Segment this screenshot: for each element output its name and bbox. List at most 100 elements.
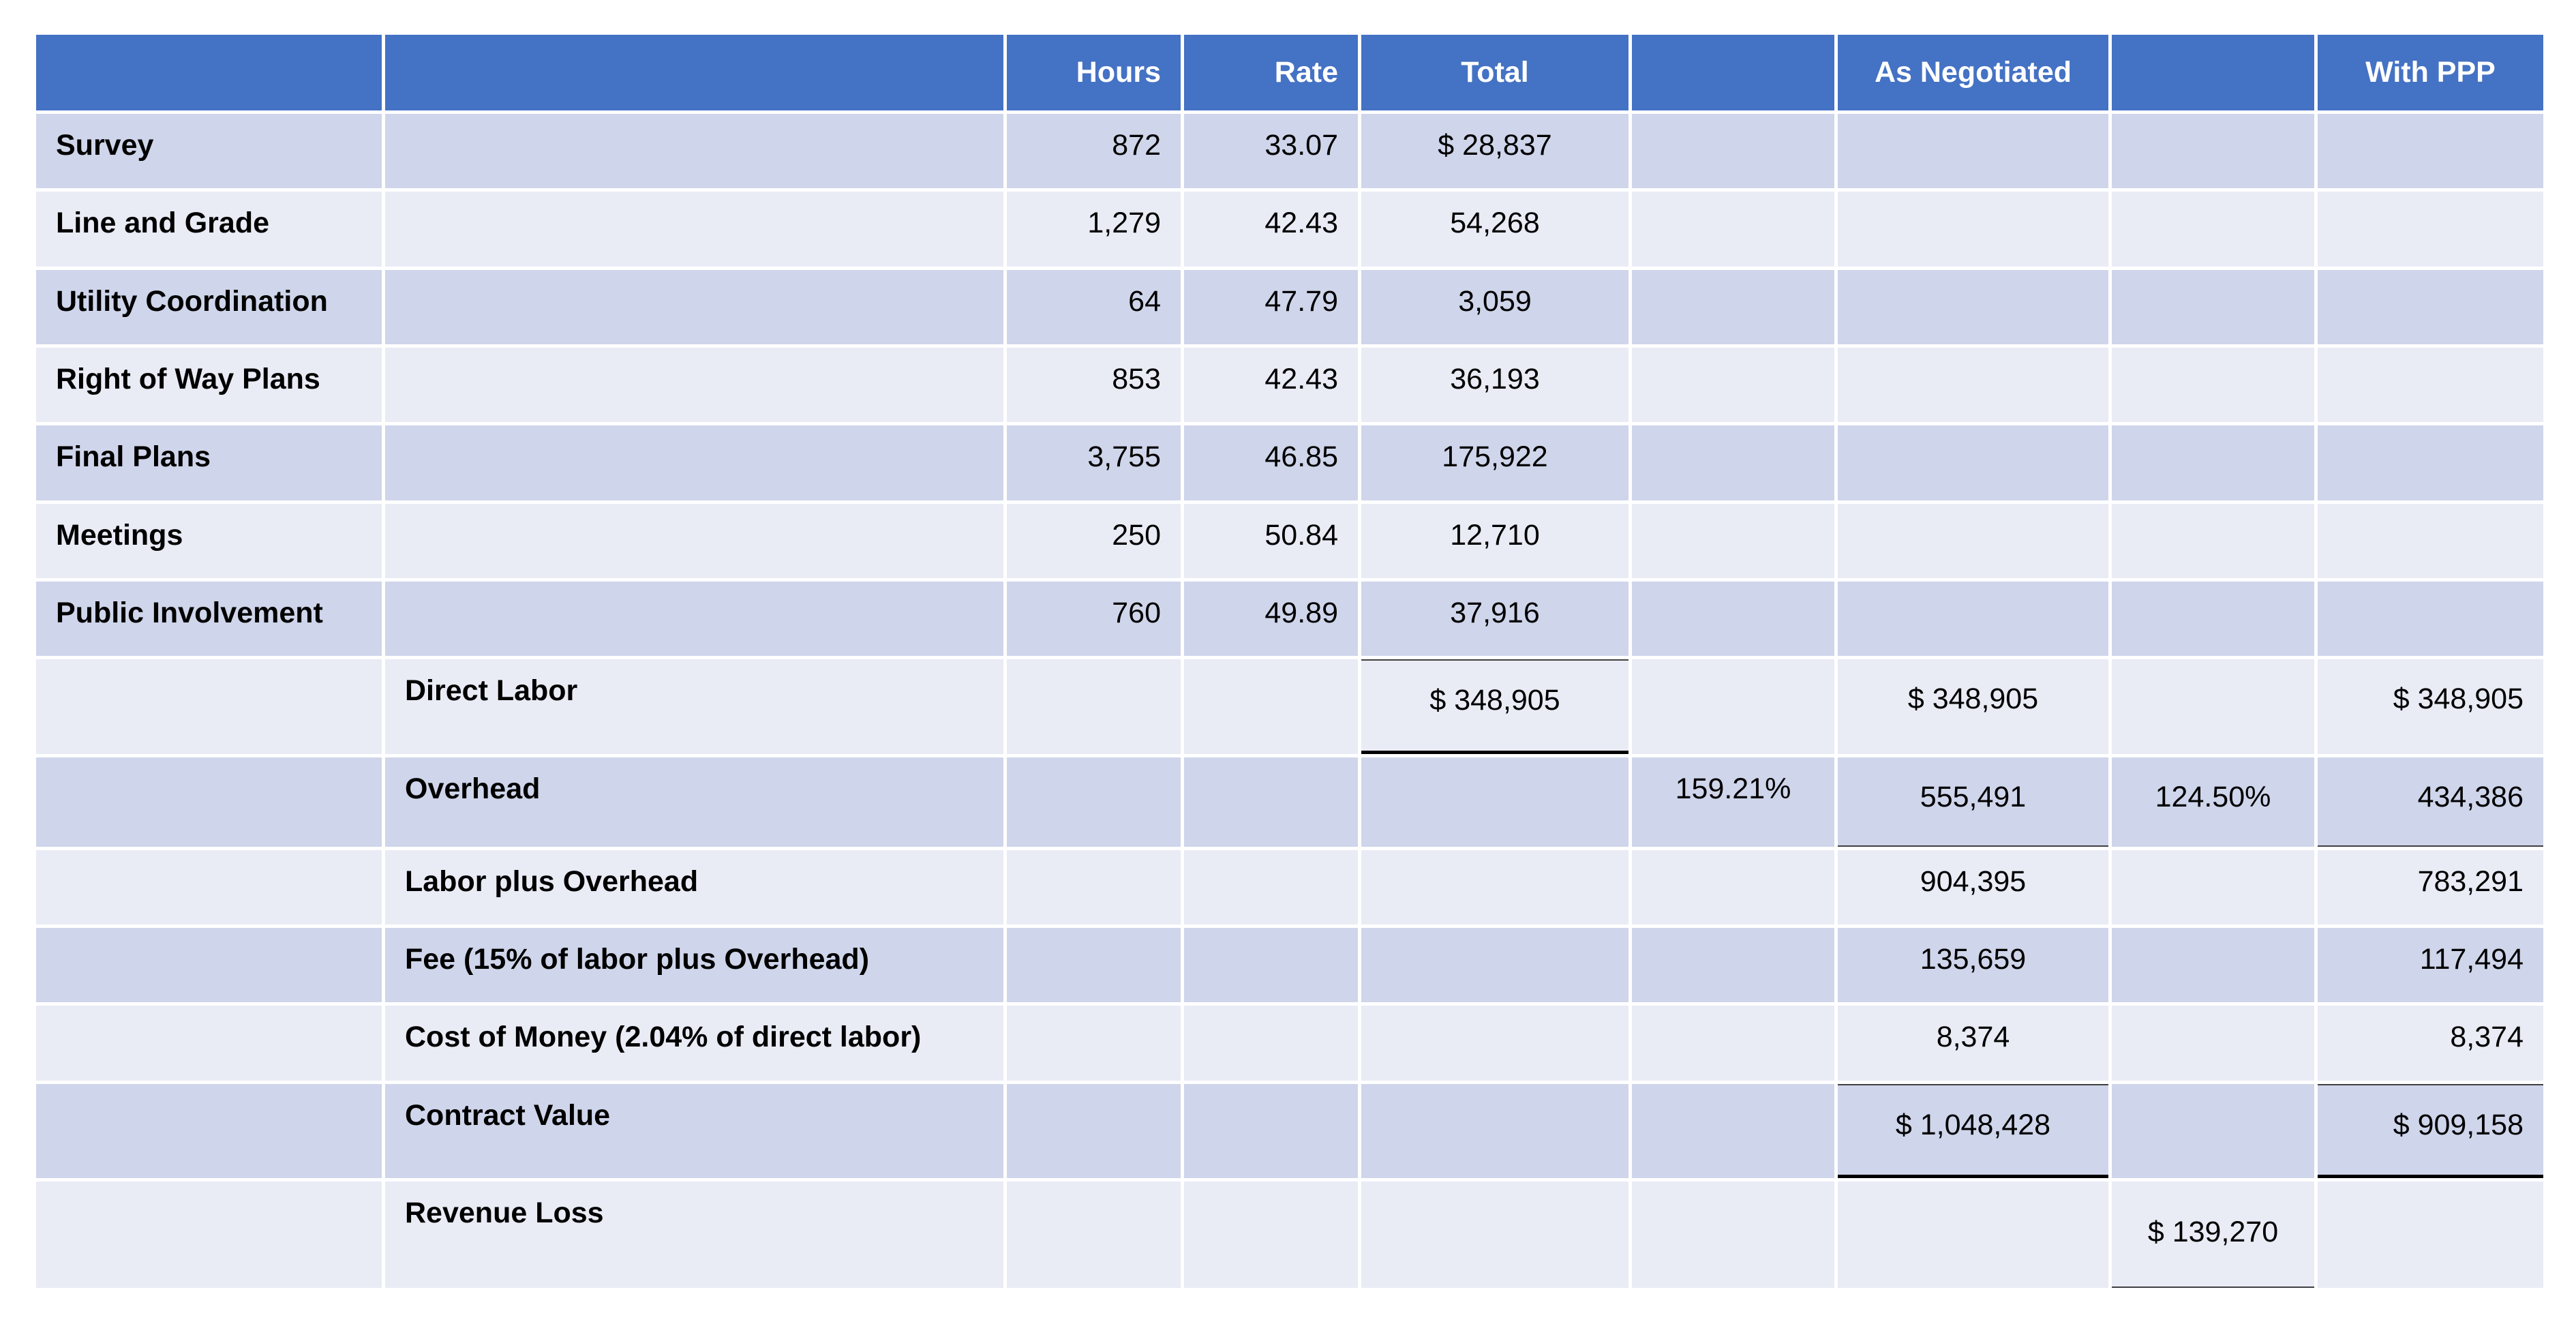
- empty-cell: [2112, 425, 2314, 500]
- empty-cell: [1361, 1083, 1628, 1179]
- empty-cell: [2112, 192, 2314, 267]
- empty-cell: [1007, 1083, 1181, 1179]
- empty-cell: [1361, 1182, 1628, 1288]
- empty-cell: [2112, 347, 2314, 423]
- summary-row-cost-of-money: Cost of Money (2.04% of direct labor) 8,…: [36, 1006, 2543, 1081]
- summary-row-labor-plus-overhead: Labor plus Overhead 904,395 783,291: [36, 849, 2543, 925]
- header-rate: Rate: [1184, 35, 1358, 110]
- contract-value-ppp: $ 909,158: [2318, 1083, 2543, 1179]
- header-row: Hours Rate Total As Negotiated With PPP: [36, 35, 2543, 110]
- revenue-loss-value: $ 139,270: [2112, 1182, 2314, 1288]
- empty-cell: [2318, 1182, 2543, 1288]
- task-name: Public Involvement: [36, 581, 382, 657]
- empty-cell: [1361, 757, 1628, 847]
- empty-cell: [1632, 269, 1834, 344]
- task-rate: 42.43: [1184, 192, 1358, 267]
- labor-plus-overhead-negotiated: 904,395: [1838, 849, 2108, 925]
- empty-cell: [1632, 928, 1834, 1003]
- empty-cell: [1632, 659, 1834, 754]
- summary-label: Direct Labor: [385, 659, 1003, 754]
- fee-ppp: 117,494: [2318, 928, 2543, 1003]
- direct-labor-total: $ 348,905: [1361, 659, 1628, 754]
- empty-cell: [2112, 849, 2314, 925]
- empty-cell: [36, 757, 382, 847]
- task-total: 54,268: [1361, 192, 1628, 267]
- empty-cell: [385, 269, 1003, 344]
- header-with-ppp: With PPP: [2318, 35, 2543, 110]
- task-total: 175,922: [1361, 425, 1628, 500]
- empty-cell: [1007, 1182, 1181, 1288]
- task-name: Final Plans: [36, 425, 382, 500]
- direct-labor-negotiated: $ 348,905: [1838, 659, 2108, 754]
- summary-label: Cost of Money (2.04% of direct labor): [385, 1006, 1003, 1081]
- empty-cell: [1632, 581, 1834, 657]
- empty-cell: [1184, 659, 1358, 754]
- header-total: Total: [1361, 35, 1628, 110]
- empty-cell: [1184, 1182, 1358, 1288]
- empty-cell: [1184, 928, 1358, 1003]
- empty-cell: [36, 1006, 382, 1081]
- header-hours: Hours: [1007, 35, 1181, 110]
- task-total: 37,916: [1361, 581, 1628, 657]
- empty-cell: [1838, 269, 2108, 344]
- empty-cell: [1184, 1083, 1358, 1179]
- task-hours: 3,755: [1007, 425, 1181, 500]
- summary-label: Contract Value: [385, 1083, 1003, 1179]
- task-hours: 872: [1007, 114, 1181, 189]
- empty-cell: [2112, 269, 2314, 344]
- header-blank-2: [385, 35, 1003, 110]
- task-rate: 49.89: [1184, 581, 1358, 657]
- empty-cell: [2318, 347, 2543, 423]
- task-hours: 760: [1007, 581, 1181, 657]
- empty-cell: [1838, 347, 2108, 423]
- empty-cell: [2318, 581, 2543, 657]
- empty-cell: [1007, 928, 1181, 1003]
- empty-cell: [1632, 347, 1834, 423]
- header-blank-4: [2112, 35, 2314, 110]
- empty-cell: [2112, 581, 2314, 657]
- overhead-negotiated-rate: 159.21%: [1632, 757, 1834, 847]
- overhead-ppp: 434,386: [2318, 757, 2543, 847]
- empty-cell: [1838, 1182, 2108, 1288]
- empty-cell: [1361, 928, 1628, 1003]
- table-row: Final Plans 3,755 46.85 175,922: [36, 425, 2543, 500]
- empty-cell: [1361, 1006, 1628, 1081]
- task-rate: 46.85: [1184, 425, 1358, 500]
- empty-cell: [1184, 849, 1358, 925]
- task-rate: 50.84: [1184, 503, 1358, 578]
- table-row: Right of Way Plans 853 42.43 36,193: [36, 347, 2543, 423]
- task-total: $ 28,837: [1361, 114, 1628, 189]
- empty-cell: [385, 114, 1003, 189]
- overhead-ppp-rate: 124.50%: [2112, 757, 2314, 847]
- empty-cell: [1007, 757, 1181, 847]
- empty-cell: [2318, 503, 2543, 578]
- cost-of-money-negotiated: 8,374: [1838, 1006, 2108, 1081]
- task-name: Line and Grade: [36, 192, 382, 267]
- empty-cell: [36, 659, 382, 754]
- cost-of-money-ppp: 8,374: [2318, 1006, 2543, 1081]
- empty-cell: [1632, 1182, 1834, 1288]
- summary-label: Fee (15% of labor plus Overhead): [385, 928, 1003, 1003]
- empty-cell: [1632, 1006, 1834, 1081]
- empty-cell: [2112, 928, 2314, 1003]
- summary-row-revenue-loss: Revenue Loss $ 139,270: [36, 1182, 2543, 1288]
- direct-labor-ppp: $ 348,905: [2318, 659, 2543, 754]
- empty-cell: [385, 347, 1003, 423]
- summary-row-fee: Fee (15% of labor plus Overhead) 135,659…: [36, 928, 2543, 1003]
- empty-cell: [2318, 425, 2543, 500]
- overhead-negotiated: 555,491: [1838, 757, 2108, 847]
- task-total: 12,710: [1361, 503, 1628, 578]
- empty-cell: [36, 1083, 382, 1179]
- empty-cell: [1838, 425, 2108, 500]
- header-as-negotiated: As Negotiated: [1838, 35, 2108, 110]
- empty-cell: [36, 849, 382, 925]
- empty-cell: [385, 192, 1003, 267]
- task-hours: 250: [1007, 503, 1181, 578]
- summary-label: Labor plus Overhead: [385, 849, 1003, 925]
- empty-cell: [2112, 1083, 2314, 1179]
- task-rate: 47.79: [1184, 269, 1358, 344]
- table-row: Meetings 250 50.84 12,710: [36, 503, 2543, 578]
- empty-cell: [1632, 114, 1834, 189]
- task-rate: 33.07: [1184, 114, 1358, 189]
- empty-cell: [1838, 581, 2108, 657]
